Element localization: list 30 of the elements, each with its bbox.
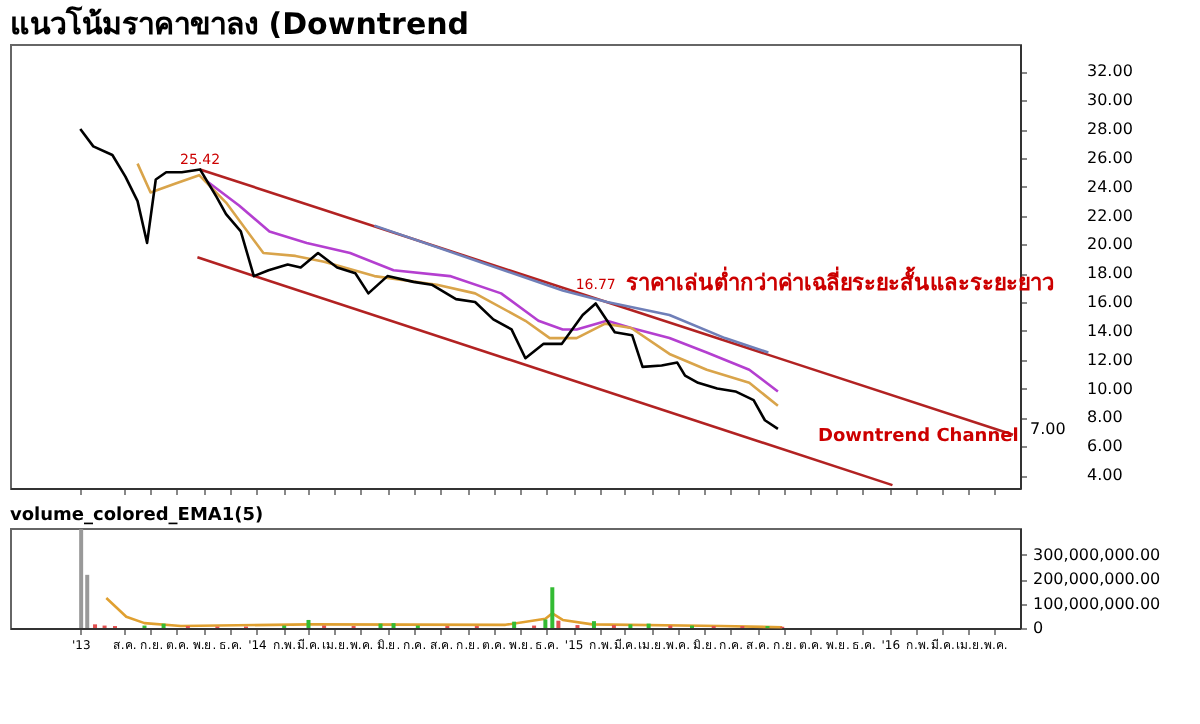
y-tick-label: 100,000,000.00 [1033, 594, 1161, 613]
y-tick-label: 14.00 [1087, 321, 1133, 340]
y-tick-label: 24.00 [1087, 177, 1133, 196]
bar [556, 620, 561, 628]
y-tick-label: 300,000,000.00 [1033, 545, 1161, 564]
text: 7.00 [1030, 420, 1066, 439]
chart-title: แนวโน้มราคาขาลง (Downtrend [10, 4, 470, 42]
y-tick-label: 12.00 [1087, 350, 1133, 369]
annotation: Downtrend Channel [818, 426, 1019, 447]
y-tick-label: 16.00 [1087, 293, 1133, 312]
y-tick-label: 4.00 [1087, 466, 1123, 485]
bar [550, 587, 555, 628]
bar [591, 621, 596, 628]
y-tick-label: 32.00 [1087, 62, 1133, 81]
bar [79, 529, 84, 628]
y-tick-label: 20.00 [1087, 235, 1133, 254]
bar [512, 621, 517, 628]
y-tick-label: 0 [1033, 619, 1044, 637]
chart-title: volume_colored_EMA1(5) [10, 506, 264, 526]
y-tick-label: 18.00 [1087, 264, 1133, 283]
y-tick-label: 30.00 [1087, 91, 1133, 110]
y-tick-label: 26.00 [1087, 148, 1133, 167]
y-tick-label: 6.00 [1087, 437, 1123, 456]
y-tick-label: 22.00 [1087, 206, 1133, 225]
y-tick-label: 200,000,000.00 [1033, 570, 1161, 589]
y-tick-label: 8.00 [1087, 408, 1123, 427]
bar [306, 619, 311, 628]
y-tick-label: 10.00 [1087, 379, 1133, 398]
line-series [105, 596, 784, 629]
y-tick-label: 28.00 [1087, 120, 1133, 139]
